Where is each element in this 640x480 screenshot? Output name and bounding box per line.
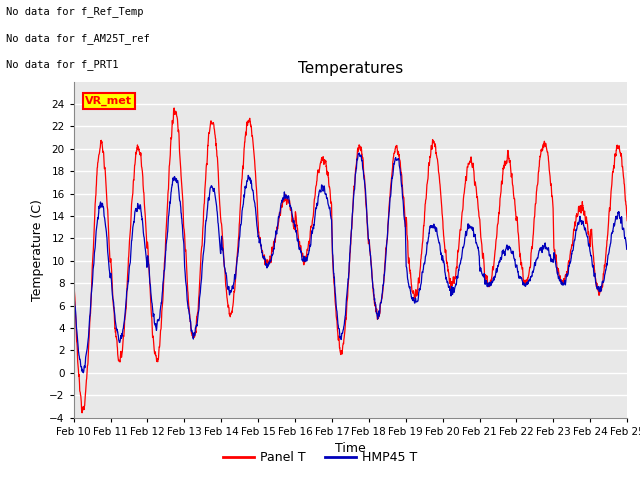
HMP45 T (575, 221, 582, 227)
Text: VR_met: VR_met (85, 96, 132, 106)
Panel T (78, 410, 86, 416)
Panel T (575, 204, 582, 209)
Y-axis label: Temperature (C): Temperature (C) (31, 199, 44, 300)
Legend: Panel T, HMP45 T: Panel T, HMP45 T (218, 446, 422, 469)
HMP45 T (512, 264, 520, 270)
HMP45 T (70, 285, 77, 290)
Panel T (379, 288, 387, 294)
HMP45 T (225, 286, 232, 292)
HMP45 T (79, 370, 87, 376)
Panel T (170, 105, 178, 111)
Panel T (225, 302, 232, 308)
Line: HMP45 T: HMP45 T (74, 153, 627, 373)
Text: No data for f_PRT1: No data for f_PRT1 (6, 59, 119, 70)
Panel T (70, 274, 77, 279)
HMP45 T (590, 274, 598, 279)
HMP45 T (623, 245, 631, 251)
Text: No data for f_Ref_Temp: No data for f_Ref_Temp (6, 6, 144, 17)
Line: Panel T: Panel T (74, 108, 627, 413)
Title: Temperatures: Temperatures (298, 61, 403, 76)
Panel T (623, 218, 631, 224)
HMP45 T (367, 258, 374, 264)
Text: No data for f_AM25T_ref: No data for f_AM25T_ref (6, 33, 150, 44)
Panel T (512, 209, 520, 215)
HMP45 T (355, 150, 363, 156)
Panel T (367, 256, 374, 262)
X-axis label: Time: Time (335, 442, 366, 455)
Panel T (590, 260, 598, 266)
HMP45 T (379, 284, 387, 290)
